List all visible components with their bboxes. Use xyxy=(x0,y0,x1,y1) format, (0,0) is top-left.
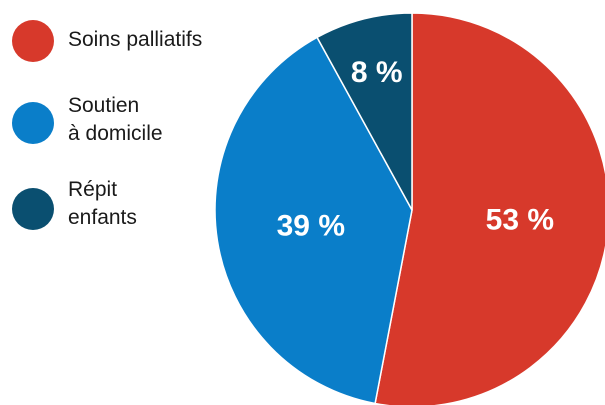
legend-swatch-repit-enfants xyxy=(12,188,54,230)
slice-value-label-soutien-a-domicile: 39 % xyxy=(277,210,345,243)
pie-slice-repit-enfants xyxy=(316,12,413,211)
pie-slices xyxy=(214,12,605,405)
legend-swatch-soutien-domicile xyxy=(12,102,54,144)
slice-value-label-repit-enfants: 8 % xyxy=(351,56,403,89)
pie-slice-soutien-a-domicile xyxy=(214,36,413,405)
legend-swatch-soins-palliatifs xyxy=(12,20,54,62)
legend-label-soins-palliatifs: Soins palliatifs xyxy=(68,28,203,51)
pie-slice-soins-palliatifs xyxy=(374,12,605,405)
slice-value-label-soins-palliatifs: 53 % xyxy=(486,204,554,237)
legend-label-soutien-domicile: Soutien à domicile xyxy=(68,94,163,145)
pie-value-labels: 53 % 39 % 8 % xyxy=(277,56,554,242)
legend-label-repit-enfants: Répit enfants xyxy=(68,178,137,229)
